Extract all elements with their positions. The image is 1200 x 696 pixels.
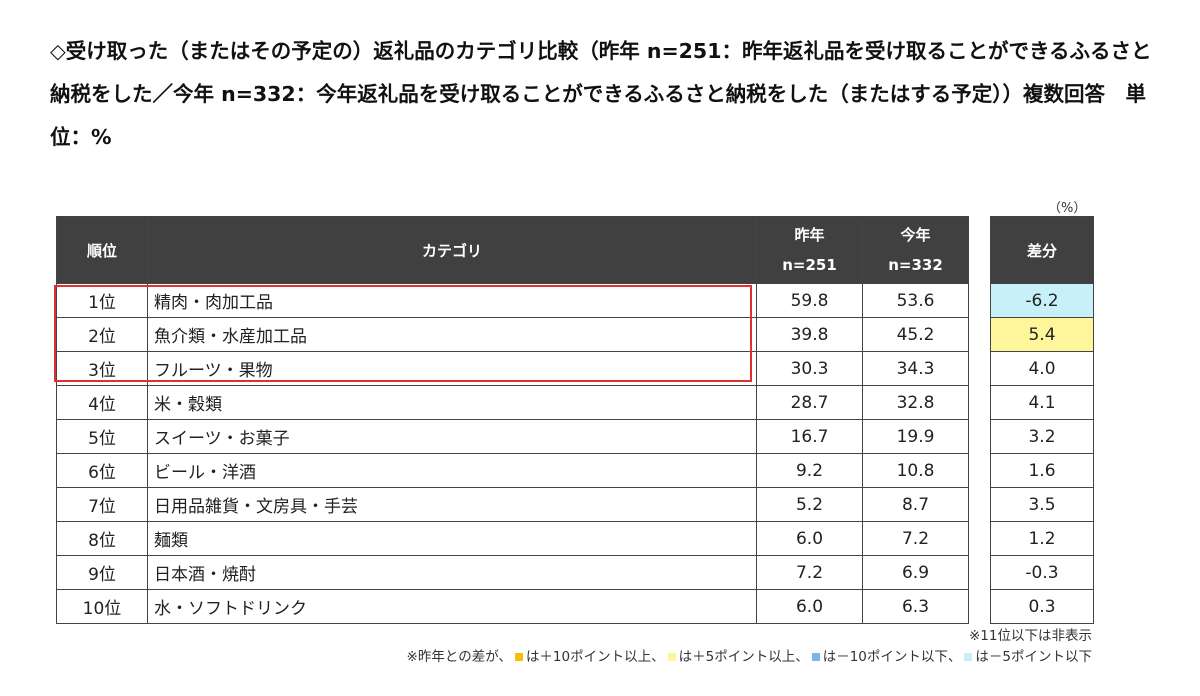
diff-row: 5.4: [990, 317, 1094, 352]
rank-cell: 4位: [56, 385, 148, 420]
diff-value: -6.2: [990, 283, 1094, 318]
diff-value: -0.3: [990, 555, 1094, 590]
diff-value: 3.5: [990, 487, 1094, 522]
note-legend: ※昨年との差が、 は＋10ポイント以上、 は＋5ポイント以上、 は－10ポイント以下、…: [407, 645, 1092, 665]
category-cell: 麺類: [147, 521, 757, 556]
diff-row: -0.3: [990, 555, 1094, 590]
table-row: 3位 フルーツ・果物 30.3 34.3: [56, 351, 969, 386]
diff-value: 4.0: [990, 351, 1094, 386]
legend-swatch-plus5: [667, 653, 676, 661]
table-row: 10位 水・ソフトドリンク 6.0 6.3: [56, 589, 969, 624]
legend-text: は－10ポイント以下、: [822, 649, 962, 665]
rank-cell: 6位: [56, 453, 148, 488]
category-cell: 日本酒・焼酎: [147, 555, 757, 590]
diff-row: 4.1: [990, 385, 1094, 420]
table-row: 4位 米・穀類 28.7 32.8: [56, 385, 969, 420]
header-last-year-n: n=251: [782, 256, 837, 274]
category-cell: 水・ソフトドリンク: [147, 589, 757, 624]
this-year-value: 53.6: [862, 283, 969, 318]
last-year-value: 28.7: [756, 385, 863, 420]
legend-text: は＋5ポイント以上、: [678, 649, 809, 665]
table-row: 1位 精肉・肉加工品 59.8 53.6: [56, 283, 969, 318]
diff-row: 3.2: [990, 419, 1094, 454]
diff-value: 5.4: [990, 317, 1094, 352]
rank-cell: 10位: [56, 589, 148, 624]
last-year-value: 39.8: [756, 317, 863, 352]
this-year-value: 6.9: [862, 555, 969, 590]
diff-row: 1.6: [990, 453, 1094, 488]
last-year-value: 5.2: [756, 487, 863, 522]
legend-text: は－5ポイント以下: [975, 649, 1092, 665]
this-year-value: 19.9: [862, 419, 969, 454]
this-year-value: 8.7: [862, 487, 969, 522]
rank-cell: 8位: [56, 521, 148, 556]
this-year-value: 7.2: [862, 521, 969, 556]
table-row: 2位 魚介類・水産加工品 39.8 45.2: [56, 317, 969, 352]
ranking-table: 順位 カテゴリ 昨年 n=251 今年 n=332 1位 精肉・肉加工品 59.8 5…: [56, 216, 969, 624]
diff-value: 3.2: [990, 419, 1094, 454]
legend-swatch-plus10: [514, 653, 523, 661]
header-last-year: 昨年 n=251: [756, 216, 863, 284]
diff-value: 0.3: [990, 589, 1094, 624]
rank-cell: 7位: [56, 487, 148, 522]
diff-row: 4.0: [990, 351, 1094, 386]
this-year-value: 10.8: [862, 453, 969, 488]
last-year-value: 7.2: [756, 555, 863, 590]
note-hidden-ranks: ※11位以下は非表示: [969, 628, 1092, 644]
header-last-year-label: 昨年: [794, 226, 825, 244]
category-cell: スイーツ・お菓子: [147, 419, 757, 454]
this-year-value: 6.3: [862, 589, 969, 624]
category-cell: 日用品雑貨・文房具・手芸: [147, 487, 757, 522]
diff-row: 0.3: [990, 589, 1094, 624]
diff-table: 差分 -6.2 5.4 4.0 4.1 3.2 1.6 3.5 1.2 -0.3 0.3: [990, 216, 1094, 624]
last-year-value: 16.7: [756, 419, 863, 454]
unit-label: （%）: [1048, 201, 1087, 216]
rank-cell: 2位: [56, 317, 148, 352]
diff-row: -6.2: [990, 283, 1094, 318]
header-this-year-n: n=332: [888, 256, 943, 274]
category-cell: 魚介類・水産加工品: [147, 317, 757, 352]
legend-text: は＋10ポイント以上、: [525, 649, 665, 665]
rank-cell: 5位: [56, 419, 148, 454]
header-this-year: 今年 n=332: [862, 216, 969, 284]
rank-cell: 1位: [56, 283, 148, 318]
category-cell: 精肉・肉加工品: [147, 283, 757, 318]
header-rank: 順位: [56, 216, 148, 284]
diff-row: 3.5: [990, 487, 1094, 522]
legend-swatch-minus10: [811, 653, 820, 661]
note-legend-prefix: ※昨年との差が、: [406, 649, 512, 665]
diff-value: 1.2: [990, 521, 1094, 556]
last-year-value: 30.3: [756, 351, 863, 386]
table-row: 9位 日本酒・焼酎 7.2 6.9: [56, 555, 969, 590]
diff-value: 4.1: [990, 385, 1094, 420]
category-cell: 米・穀類: [147, 385, 757, 420]
table-row: 7位 日用品雑貨・文房具・手芸 5.2 8.7: [56, 487, 969, 522]
table-row: 6位 ビール・洋酒 9.2 10.8: [56, 453, 969, 488]
table-row: 8位 麺類 6.0 7.2: [56, 521, 969, 556]
this-year-value: 45.2: [862, 317, 969, 352]
header-this-year-label: 今年: [900, 226, 931, 244]
last-year-value: 9.2: [756, 453, 863, 488]
rank-cell: 9位: [56, 555, 148, 590]
page-title: ◇受け取った（またはその予定の）返礼品のカテゴリ比較（昨年 n=251：昨年返礼…: [50, 39, 1152, 149]
last-year-value: 6.0: [756, 521, 863, 556]
last-year-value: 59.8: [756, 283, 863, 318]
header-category: カテゴリ: [147, 216, 757, 284]
category-cell: ビール・洋酒: [147, 453, 757, 488]
header-diff: 差分: [990, 216, 1094, 284]
table-row: 5位 スイーツ・お菓子 16.7 19.9: [56, 419, 969, 454]
this-year-value: 34.3: [862, 351, 969, 386]
rank-cell: 3位: [56, 351, 148, 386]
diff-value: 1.6: [990, 453, 1094, 488]
category-cell: フルーツ・果物: [147, 351, 757, 386]
this-year-value: 32.8: [862, 385, 969, 420]
legend-swatch-minus5: [964, 653, 973, 661]
diff-row: 1.2: [990, 521, 1094, 556]
diff-header-row: 差分: [990, 216, 1094, 284]
last-year-value: 6.0: [756, 589, 863, 624]
header-row: 順位 カテゴリ 昨年 n=251 今年 n=332: [56, 216, 969, 284]
